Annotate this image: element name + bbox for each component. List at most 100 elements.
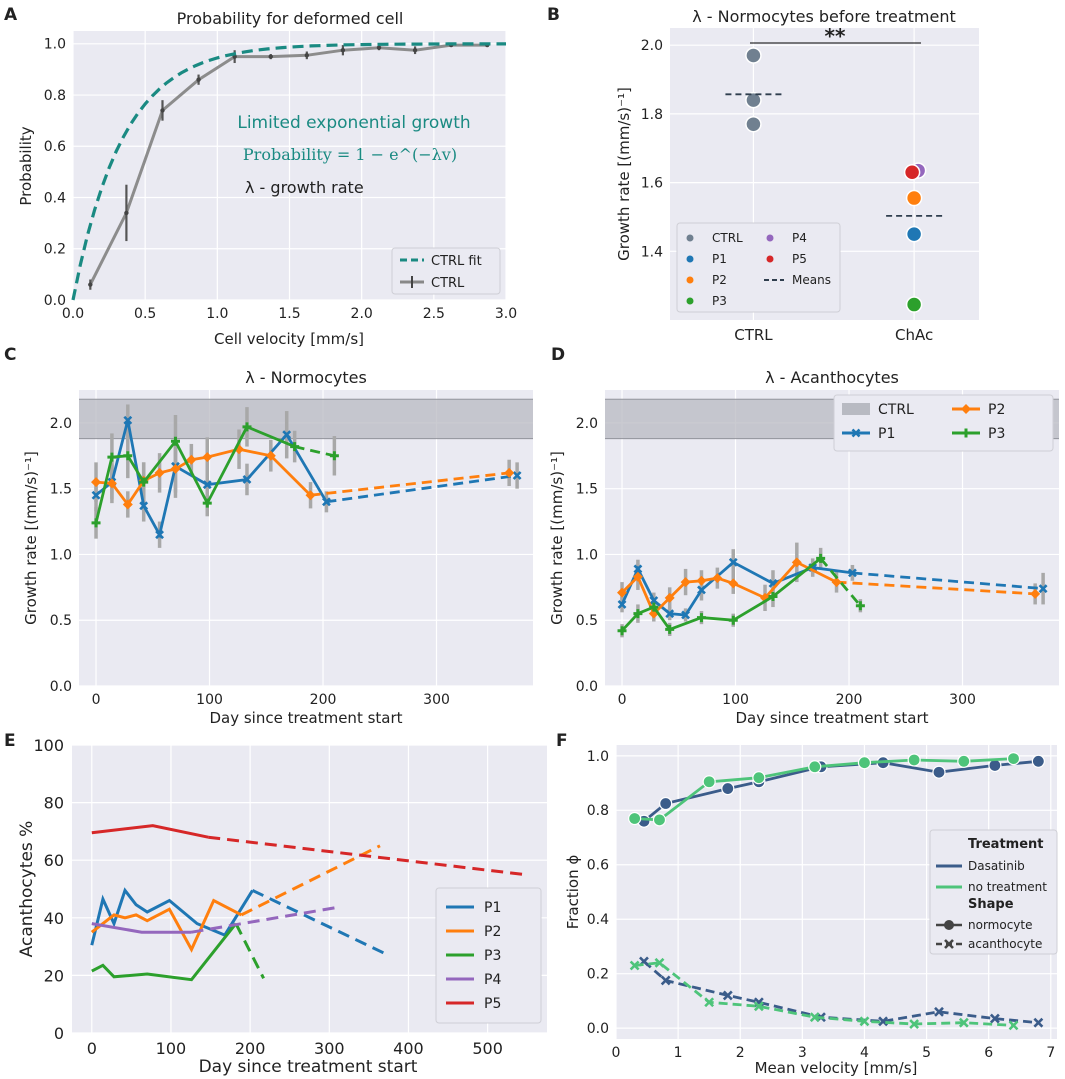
series-p2-line: [90, 898, 243, 953]
series-p2-dashed: [836, 580, 1036, 596]
panel-c-title: λ - Normocytes: [245, 368, 367, 387]
normocyte-marker: [652, 813, 667, 827]
series-p1-marker: [512, 471, 522, 480]
panel-b-legend: CTRL P1 P2 P3 P4 P5 Means: [676, 222, 841, 313]
series-p2-dashed: [310, 471, 510, 497]
series-p2-marker: [186, 454, 197, 465]
y-tick-label: 0.4: [44, 190, 66, 206]
x-tick-label: 5: [922, 1045, 931, 1061]
acanthocyte-marker: [859, 1016, 870, 1027]
acanthocyte-marker: [1008, 1020, 1019, 1031]
normocyte-marker: [957, 754, 971, 768]
normocyte-marker: [752, 771, 766, 785]
series-p1-dashed: [326, 474, 518, 504]
x-tick-label: 1: [674, 1045, 683, 1061]
y-tick-label: 1.5: [576, 482, 598, 498]
series-p1-marker: [282, 430, 292, 440]
panel-b-letter: B: [547, 5, 560, 25]
series-p5-line: [91, 824, 209, 839]
y-tick-label: 1.0: [50, 547, 72, 563]
y-tick-label: 100: [33, 736, 64, 755]
series-p1-marker: [155, 530, 165, 540]
series-p1-marker: [848, 568, 857, 578]
series-p3-marker: [768, 592, 778, 602]
y-tick-label: 0: [54, 1024, 64, 1043]
y-tick-label: 1.5: [50, 482, 72, 498]
x-tick-label: 0: [92, 692, 101, 708]
normocyte-marker: [628, 811, 642, 826]
x-tick-label: 300: [949, 692, 976, 708]
legend-label: P2: [712, 273, 727, 287]
panel-d-xlabel: Day since treatment start: [735, 709, 928, 727]
series-p3-marker: [123, 451, 133, 461]
series-p3-marker: [139, 477, 149, 487]
series-p5-dashed: [208, 835, 525, 877]
panel-f-ylabel: Fraction ϕ: [564, 855, 582, 930]
legend-swatch: [686, 276, 694, 284]
panel-a-ylabel: Probability: [17, 126, 35, 205]
series-p2-marker: [632, 571, 643, 582]
panel-f-legend: Treatment Dasatinib no treatment Shape normo…: [929, 829, 1058, 955]
legend-label: P2: [484, 924, 501, 940]
series-p1-marker: [633, 564, 643, 574]
series-p2-marker: [265, 450, 276, 461]
x-tick-label: 7: [1046, 1045, 1055, 1061]
y-tick-label: 2.0: [50, 416, 72, 432]
series-p1-marker: [665, 609, 675, 619]
acanthocyte-marker: [1033, 1017, 1044, 1028]
acanthocyte-marker: [989, 1013, 1000, 1024]
series-p2-marker: [106, 478, 117, 489]
series-p2-marker: [728, 578, 739, 589]
panel-d-title: λ - Acanthocytes: [765, 368, 899, 387]
series-p1-marker: [139, 501, 149, 511]
ctrl-band: [79, 399, 533, 439]
y-tick-label: 0.2: [44, 242, 66, 258]
series-p3-marker: [91, 518, 101, 528]
legend-label: P1: [878, 426, 895, 442]
point-ctrl: [745, 91, 762, 109]
panel-b-significance: **: [825, 24, 846, 48]
panel-a-legend-item: CTRL: [431, 276, 465, 291]
legend-label: P1: [712, 252, 727, 266]
panel-b-ylabel: Growth rate [(mm/s)⁻¹]: [615, 87, 633, 261]
acanthocyte-marker: [958, 1017, 969, 1028]
y-tick-label: 0.8: [44, 88, 66, 104]
point-ctrl: [745, 47, 762, 64]
point-ctrl: [745, 115, 762, 133]
series-p1-marker: [322, 497, 331, 507]
acanthocyte-marker: [753, 1001, 764, 1012]
series-p3-marker: [617, 626, 627, 636]
panel-e: E 0 100 200 300 400 500 0 20 40 60 80 100 Day since…: [4, 731, 547, 1077]
ctrl-fit-line: [71, 42, 506, 301]
series-p3-marker: [696, 613, 706, 623]
x-tick-label: 100: [156, 1039, 187, 1058]
series-p3-marker: [728, 615, 738, 625]
normocyte-marker: [932, 765, 946, 779]
y-tick-label: 1.6: [641, 176, 663, 192]
panel-a-legend-item: CTRL fit: [431, 254, 482, 269]
series-p2-marker: [170, 463, 181, 474]
x-tick-label: 2: [736, 1045, 745, 1061]
x-tick-label: 3.0: [495, 306, 517, 322]
series-p1-line: [620, 560, 853, 617]
panel-a-legend: CTRL fit CTRL: [391, 247, 501, 295]
panel-d-ylabel: Growth rate [(mm/s)⁻¹]: [548, 451, 566, 625]
legend-swatch: [842, 403, 870, 415]
panel-d: D λ - Acanthocytes 0 100 200 300 0.0 0.5 1.0 1.…: [548, 345, 1059, 727]
point-p2: [905, 189, 923, 207]
series-p2-marker: [664, 592, 675, 603]
y-tick-label: 1.4: [641, 244, 663, 260]
series-p3-dashed: [819, 557, 862, 607]
legend-marker: [961, 428, 971, 438]
series-p1-marker: [649, 596, 659, 605]
series-p2-dashed: [240, 844, 381, 917]
panel-a-letter: A: [4, 5, 18, 25]
panel-e-xlabel: Day since treatment start: [199, 1057, 418, 1077]
panel-d-legend: CTRL P1 P2 P3: [833, 394, 1054, 452]
ctrl-point: [124, 210, 129, 216]
panel-d-letter: D: [551, 345, 565, 365]
legend-label: acanthocyte: [968, 937, 1042, 951]
legend-label: P3: [988, 426, 1005, 442]
series-p1-dashed: [251, 889, 387, 956]
y-tick-label: 0.5: [576, 613, 598, 629]
